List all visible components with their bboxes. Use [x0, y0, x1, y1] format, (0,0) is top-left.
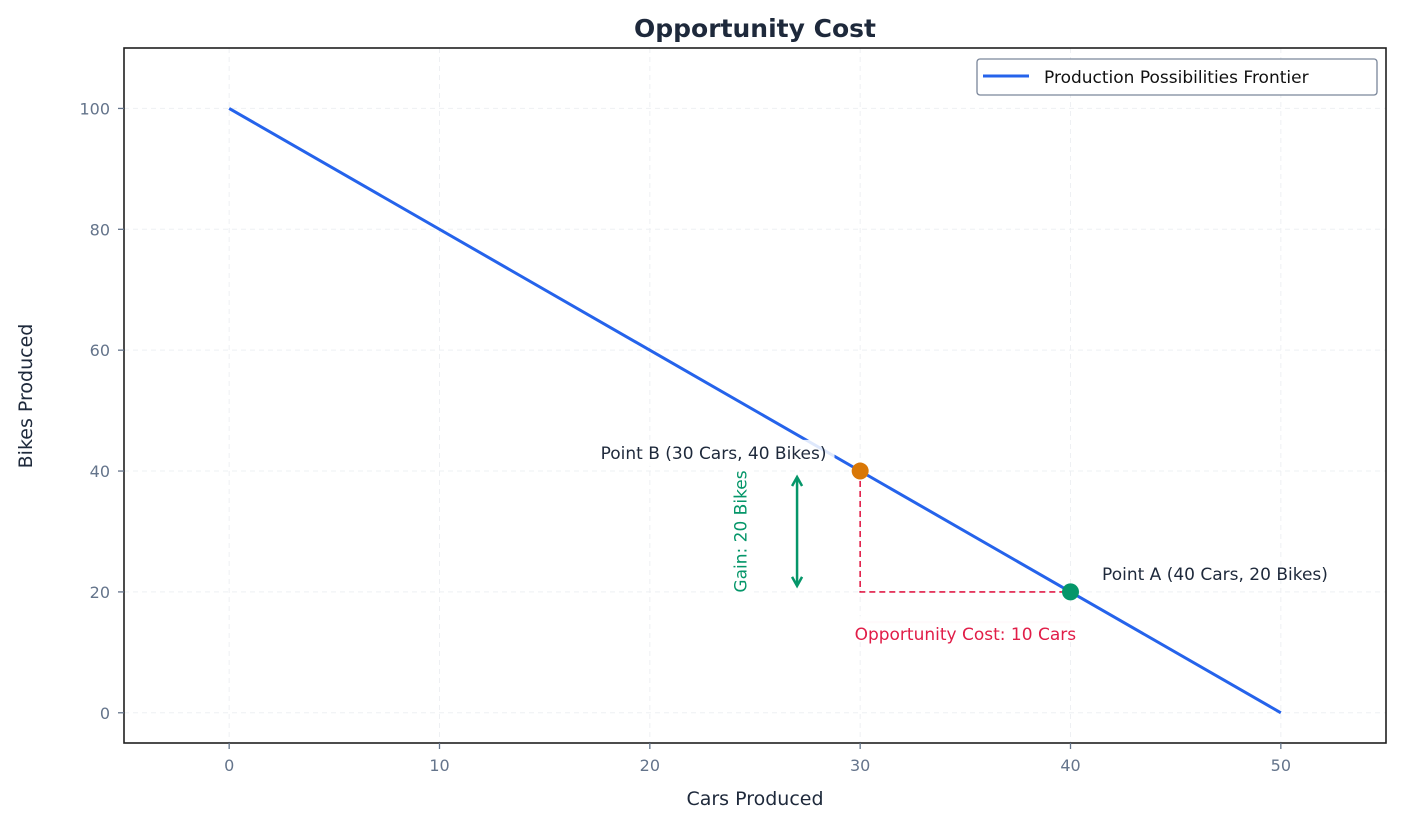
- opportunity-guide-line: [859, 471, 1071, 593]
- gain-arrow-head-down: [790, 576, 804, 589]
- x-tick-label: 40: [1060, 756, 1080, 775]
- grid: [124, 48, 1386, 743]
- point-b-label: Point B (30 Cars, 40 Bikes): [601, 444, 827, 464]
- ticks: 0 10 20 30 40 50 0 20 40 60 80 100: [79, 99, 1291, 775]
- x-tick-label: 10: [429, 756, 449, 775]
- gain-arrow-head-up: [790, 474, 804, 487]
- point-b-marker: [851, 462, 869, 480]
- y-tick-label: 20: [90, 583, 110, 602]
- gain-label-bg: [726, 451, 753, 612]
- opportunity-cost-label-bg: [827, 616, 1104, 641]
- opportunity-cost-label: Opportunity Cost: 10 Cars: [855, 625, 1077, 645]
- ppf-line: [228, 107, 1282, 715]
- x-tick-label: 30: [850, 756, 870, 775]
- point-a-label: Point A (40 Cars, 20 Bikes): [1102, 565, 1328, 585]
- legend: Production Possibilities Frontier: [976, 58, 1378, 96]
- plot-frame: [123, 47, 1387, 744]
- point-b-label-bg: [544, 439, 835, 466]
- gain-label: Gain: 20 Bikes: [731, 470, 751, 592]
- x-tick-label: 20: [640, 756, 660, 775]
- y-tick-label: 40: [90, 462, 110, 481]
- y-axis-label: Bikes Produced: [15, 324, 37, 469]
- x-axis-label: Cars Produced: [686, 788, 823, 810]
- legend-box: [976, 58, 1378, 96]
- marks: Opportunity Cost: 10 Cars Gain: 20 Bikes P…: [228, 107, 1328, 715]
- point-a-marker: [1062, 583, 1079, 601]
- legend-label: Production Possibilities Frontier: [1044, 68, 1309, 88]
- x-tick-label: 50: [1271, 756, 1291, 775]
- x-tick-label: 0: [224, 756, 234, 775]
- chart-title: Opportunity Cost: [634, 14, 876, 43]
- y-tick-label: 100: [79, 99, 110, 118]
- y-tick-label: 0: [100, 704, 110, 723]
- y-tick-label: 60: [90, 341, 110, 360]
- y-tick-label: 80: [90, 220, 110, 239]
